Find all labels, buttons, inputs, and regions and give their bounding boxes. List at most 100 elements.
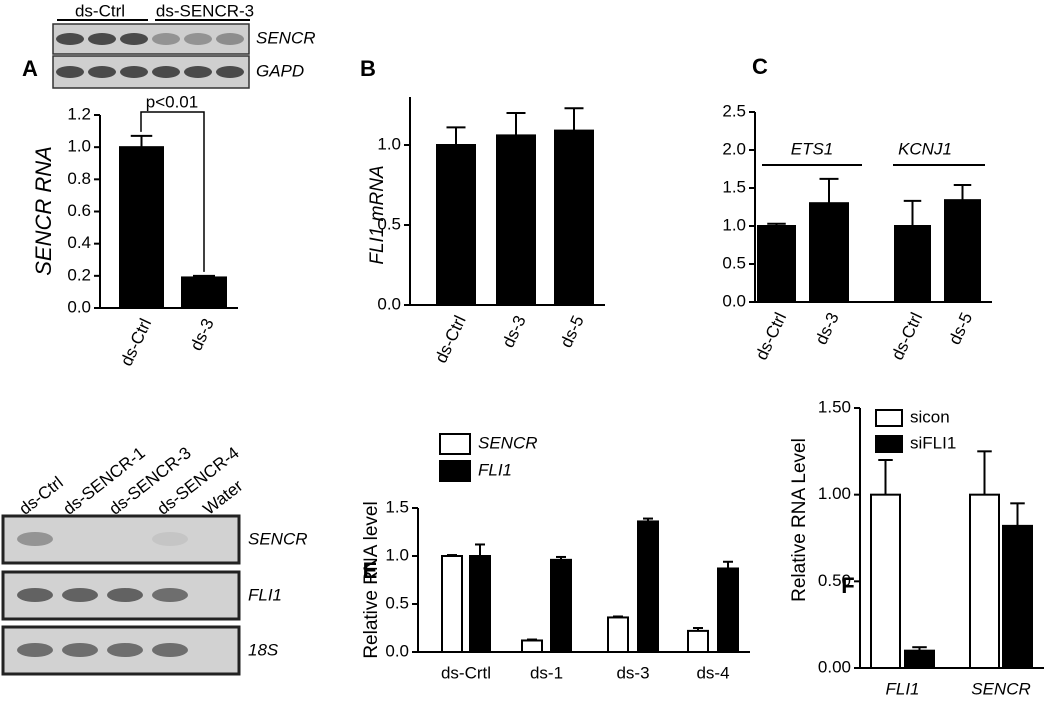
gel-band	[152, 588, 188, 602]
gel-band	[107, 588, 143, 602]
bar	[554, 129, 594, 306]
y-tick-label: 2.0	[722, 139, 746, 158]
y-tick-label: 0.8	[67, 169, 91, 188]
x-tick-label: FLI1	[885, 679, 919, 698]
gel-band	[184, 33, 212, 45]
gel-band	[152, 66, 180, 78]
gel-row-label: SENCR	[248, 529, 308, 548]
gel-band	[17, 643, 53, 657]
gel-band	[107, 643, 143, 657]
gel-band	[120, 66, 148, 78]
y-tick-label: 0.0	[67, 297, 91, 316]
x-tick-label: ds-3	[186, 316, 217, 354]
panel-letter: B	[360, 56, 376, 81]
gel-band	[152, 33, 180, 45]
y-tick-label: 0.2	[67, 265, 91, 284]
x-tick-label: ds-1	[530, 663, 563, 682]
x-tick-label: ds-5	[945, 310, 976, 348]
annotation: p<0.01	[146, 92, 198, 111]
gel-band	[56, 66, 84, 78]
x-tick-label: ds-3	[498, 313, 529, 351]
y-tick-label: 0.0	[385, 641, 409, 660]
panel-letter: A	[22, 56, 38, 81]
bar	[894, 225, 931, 303]
gel-row-label: GAPD	[256, 61, 304, 80]
y-tick-label: 0.5	[722, 253, 746, 272]
lane-label: ds-SENCR-3	[156, 1, 254, 20]
y-tick-label: 1.0	[67, 137, 91, 156]
gel-image	[52, 23, 250, 55]
bar	[637, 520, 659, 653]
bar	[119, 146, 164, 309]
gel-band	[152, 532, 188, 546]
bar	[870, 493, 901, 669]
bar	[944, 199, 981, 303]
gel-band	[62, 588, 98, 602]
y-axis-label: SENCR RNA	[31, 146, 56, 276]
panel-letter: C	[752, 54, 768, 79]
x-tick-label: ds-Crtl	[441, 663, 491, 682]
legend-swatch	[875, 409, 903, 427]
legend-swatch	[439, 433, 471, 455]
group-label: KCNJ1	[898, 139, 952, 158]
x-tick-label: ds-4	[696, 663, 729, 682]
bar	[809, 202, 849, 303]
y-tick-label: 2.5	[722, 101, 746, 120]
bar	[521, 639, 543, 653]
bar	[436, 144, 476, 306]
gel-row-label: FLI1	[248, 585, 282, 604]
bar	[496, 134, 536, 306]
y-tick-label: 0.00	[818, 657, 851, 676]
panel-letter: E	[363, 558, 378, 583]
legend-swatch	[439, 460, 471, 482]
gel-band	[88, 33, 116, 45]
y-tick-label: 1.0	[385, 545, 409, 564]
y-tick-label: 0.0	[377, 294, 401, 313]
y-tick-label: 1.00	[818, 484, 851, 503]
y-tick-label: 0.0	[722, 291, 746, 310]
legend-swatch	[875, 435, 903, 453]
gel-band	[62, 643, 98, 657]
y-tick-label: 0.4	[67, 233, 91, 252]
y-tick-label: 1.2	[67, 104, 91, 123]
gel-band	[17, 532, 53, 546]
x-tick-label: ds-3	[616, 663, 649, 682]
legend-label: FLI1	[478, 460, 512, 479]
legend-label: SENCR	[478, 433, 538, 452]
bar	[469, 555, 491, 653]
gel-band	[56, 33, 84, 45]
y-tick-label: 0.50	[818, 571, 851, 590]
group-label: ETS1	[791, 139, 834, 158]
bar	[904, 649, 935, 670]
gel-band	[184, 66, 212, 78]
x-tick-label: ds-3	[811, 310, 842, 348]
x-tick-label: ds-Ctrl	[117, 316, 155, 369]
legend-label: sicon	[910, 407, 950, 426]
bar	[607, 616, 629, 654]
y-axis-label: Relative RNA level	[361, 501, 382, 658]
y-tick-label: 1.0	[377, 134, 401, 153]
x-tick-label: ds-Ctrl	[752, 310, 790, 363]
bar	[1002, 524, 1033, 669]
gel-band	[216, 66, 244, 78]
bar	[717, 567, 739, 653]
y-tick-label: 1.0	[722, 215, 746, 234]
significance-bracket	[140, 111, 205, 272]
gel-band	[120, 33, 148, 45]
gel-band	[152, 643, 188, 657]
x-tick-label: ds-Ctrl	[431, 313, 469, 366]
bar	[969, 493, 1000, 669]
bar	[181, 276, 227, 310]
x-tick-label: SENCR	[971, 679, 1031, 698]
y-tick-label: 1.50	[818, 397, 851, 416]
x-tick-label: ds-5	[556, 313, 587, 351]
legend-label: siFLI1	[910, 433, 956, 452]
gel-band	[88, 66, 116, 78]
x-tick-label: ds-Ctrl	[888, 310, 926, 363]
gel-row-label: 18S	[248, 640, 279, 659]
gel-band	[216, 33, 244, 45]
panel-letter: F	[841, 573, 854, 598]
y-tick-label: 1.5	[722, 177, 746, 196]
y-tick-label: 0.5	[377, 214, 401, 233]
